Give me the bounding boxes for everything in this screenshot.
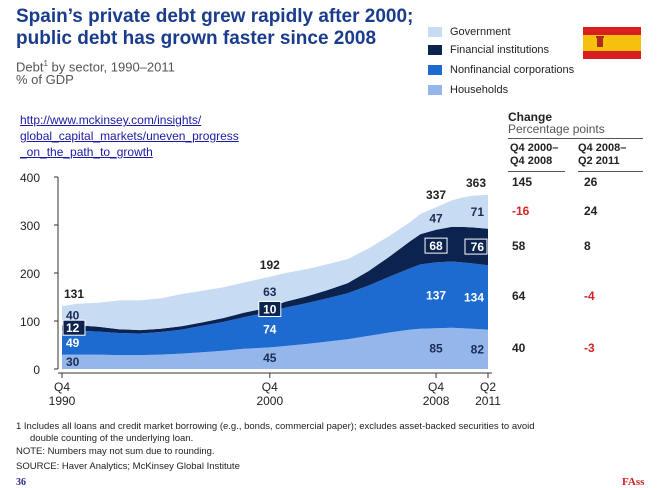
data-label-11: 47 xyxy=(429,212,443,226)
legend-swatch-financial xyxy=(428,45,442,55)
data-label-box-2 xyxy=(62,319,86,336)
legend-item-government: Government xyxy=(428,26,511,38)
legend-label-households: Households xyxy=(450,84,509,96)
data-label-9: 137 xyxy=(426,288,446,302)
change-col2-underline xyxy=(578,171,643,172)
chart-title-line2: public debt has grown faster since 2008 xyxy=(16,28,377,49)
footnote-note: NOTE: Numbers may not sum due to roundin… xyxy=(16,446,215,457)
area-nonfinancial-corporations xyxy=(62,261,488,356)
change-col1-header: Q4 2000– Q4 2008 xyxy=(510,142,558,168)
chart-title-line1: Spain’s private debt grew rapidly after … xyxy=(16,6,414,27)
source-link-line1[interactable]: http://www.mckinsey.com/insights/ xyxy=(20,113,202,127)
data-label-7: 63 xyxy=(263,285,277,299)
change-col1-underline xyxy=(508,171,565,172)
change-row-4-col2: -3 xyxy=(584,341,595,356)
y-tick-label-300: 300 xyxy=(20,219,40,233)
area-layer xyxy=(62,194,488,369)
spain-flag-icon xyxy=(583,27,641,59)
change-col1-line2: Q4 2008 xyxy=(510,155,553,167)
data-label-box-10 xyxy=(424,237,448,254)
corner-mark: FAss xyxy=(622,476,645,488)
x-tick-label-1-line2: 2000 xyxy=(256,394,283,408)
change-col2-line2: Q2 2011 xyxy=(578,155,620,167)
x-tick-label-2-line1: Q4 xyxy=(428,380,444,394)
total-label-3: 363 xyxy=(466,176,486,190)
footnote-1: 1 Includes all loans and credit market b… xyxy=(16,421,535,432)
change-row-3-col2: -4 xyxy=(584,289,595,304)
x-tick-label-0-line1: Q4 xyxy=(54,380,70,394)
legend-swatch-households xyxy=(428,85,442,95)
legend-swatch-government xyxy=(428,27,442,37)
legend-label-nonfinancial: Nonfinancial corporations xyxy=(450,64,575,76)
data-label-0: 30 xyxy=(66,355,80,369)
x-tick-label-1-line1: Q4 xyxy=(262,380,278,394)
change-col2-line1: Q4 2008– xyxy=(578,142,627,154)
data-label-1: 49 xyxy=(66,336,80,350)
legend-label-financial: Financial institutions xyxy=(450,44,550,56)
data-label-8: 85 xyxy=(429,342,443,356)
data-label-4: 45 xyxy=(263,351,277,365)
total-label-0: 131 xyxy=(64,287,84,301)
data-label-13: 134 xyxy=(464,290,484,304)
subtitle-text: Debt xyxy=(16,59,44,75)
legend-item-financial: Financial institutions xyxy=(428,44,549,56)
y-tick-label-0: 0 xyxy=(33,363,40,377)
legend-label-government: Government xyxy=(450,26,511,38)
total-label-2: 337 xyxy=(426,188,446,202)
change-row-4-col1: 40 xyxy=(512,341,526,356)
x-tick-label-0-line2: 1990 xyxy=(49,394,76,408)
change-row-0-col1: 145 xyxy=(512,174,533,189)
y-tick-label-400: 400 xyxy=(20,171,40,185)
legend-item-households: Households xyxy=(428,84,508,96)
footnote-marker: 1 xyxy=(43,59,48,68)
x-tick-label-3-line1: Q2 xyxy=(480,380,496,394)
chart-title: Spain’s private debt grew rapidly after … xyxy=(16,6,416,50)
change-col1-line1: Q4 2000– xyxy=(510,142,559,154)
change-row-2-col1: 58 xyxy=(512,239,526,254)
subtitle-rest: by sector, 1990–2011 xyxy=(47,59,175,75)
area-financial-institutions xyxy=(62,226,488,334)
data-label-12: 82 xyxy=(471,342,485,356)
change-row-1-col2: 24 xyxy=(584,203,598,218)
change-row-1-col1: -16 xyxy=(512,203,530,218)
page-number: 36 xyxy=(16,477,26,488)
data-label-2: 12 xyxy=(66,321,80,335)
source-link-line3[interactable]: _on_the_path_to_growth xyxy=(20,145,153,159)
area-households xyxy=(62,327,488,369)
unit-label: % of GDP xyxy=(16,72,74,87)
legend-item-nonfinancial: Nonfinancial corporations xyxy=(428,64,574,76)
data-label-5: 74 xyxy=(263,323,277,337)
change-col2-header: Q4 2008– Q2 2011 xyxy=(578,142,626,168)
data-label-box-6 xyxy=(258,300,282,317)
data-label-15: 71 xyxy=(471,205,485,219)
footnote-source: SOURCE: Haver Analytics; McKinsey Global… xyxy=(16,461,240,472)
legend-swatch-nonfinancial xyxy=(428,65,442,75)
data-label-3: 40 xyxy=(66,309,80,323)
data-label-14: 76 xyxy=(471,240,485,254)
change-subheading: Percentage points xyxy=(508,122,605,136)
data-label-6: 10 xyxy=(263,302,277,316)
change-heading: Change xyxy=(508,110,553,124)
total-label-1: 192 xyxy=(260,258,280,272)
source-link-line2[interactable]: global_capital_markets/uneven_progress xyxy=(20,129,239,143)
data-label-box-14 xyxy=(464,238,488,255)
footnote-1b: double counting of the underlying loan. xyxy=(30,433,194,444)
chart-subtitle: Debt1 by sector, 1990–2011 xyxy=(16,56,175,75)
x-tick-label-3-line2: 2011 xyxy=(475,394,501,408)
x-tick-label-2-line2: 2008 xyxy=(423,394,450,408)
data-label-10: 68 xyxy=(429,239,443,253)
change-divider xyxy=(508,138,643,139)
change-row-3-col1: 64 xyxy=(512,289,526,304)
y-tick-label-200: 200 xyxy=(20,267,40,281)
y-tick-label-100: 100 xyxy=(20,315,40,329)
change-row-0-col2: 26 xyxy=(584,174,598,189)
change-row-2-col2: 8 xyxy=(584,239,591,254)
